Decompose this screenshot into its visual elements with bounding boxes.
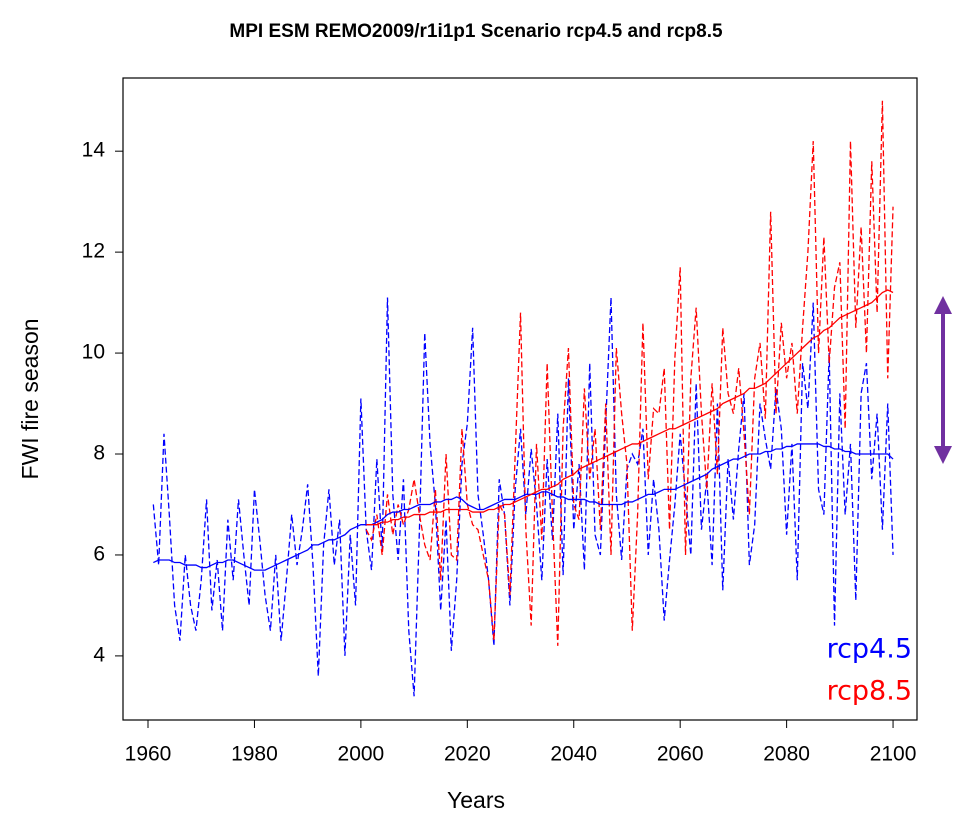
x-axis-label: Years [447,787,505,813]
y-tick-label: 6 [93,543,105,566]
plot-frame [122,77,918,721]
x-tick-label: 1980 [231,743,278,766]
x-tick-label: 2000 [338,743,385,766]
range-arrow [934,296,952,464]
x-tick-label: 2100 [870,743,917,766]
legend-label: rcp8.5 [827,676,912,707]
y-tick-label: 12 [82,240,105,263]
trend-line [153,443,894,571]
y-tick-label: 14 [82,139,106,162]
chart-title: MPI ESM REMO2009/r1i1p1 Scenario rcp4.5 … [229,21,723,42]
x-tick-label: 2060 [657,743,704,766]
trend-line [366,289,894,526]
annual-line [152,297,894,697]
y-axis-label: FWI fire season [17,318,43,479]
x-tick-label: 2020 [444,743,491,766]
x-tick-label: 1960 [125,743,172,766]
y-tick-label: 4 [93,643,105,666]
y-tick-label: 8 [93,442,105,465]
legend-label: rcp4.5 [827,634,912,665]
x-tick-label: 2040 [550,743,597,766]
annual-line [365,100,894,646]
y-tick-label: 10 [82,341,105,364]
x-tick-label: 2080 [763,743,810,766]
